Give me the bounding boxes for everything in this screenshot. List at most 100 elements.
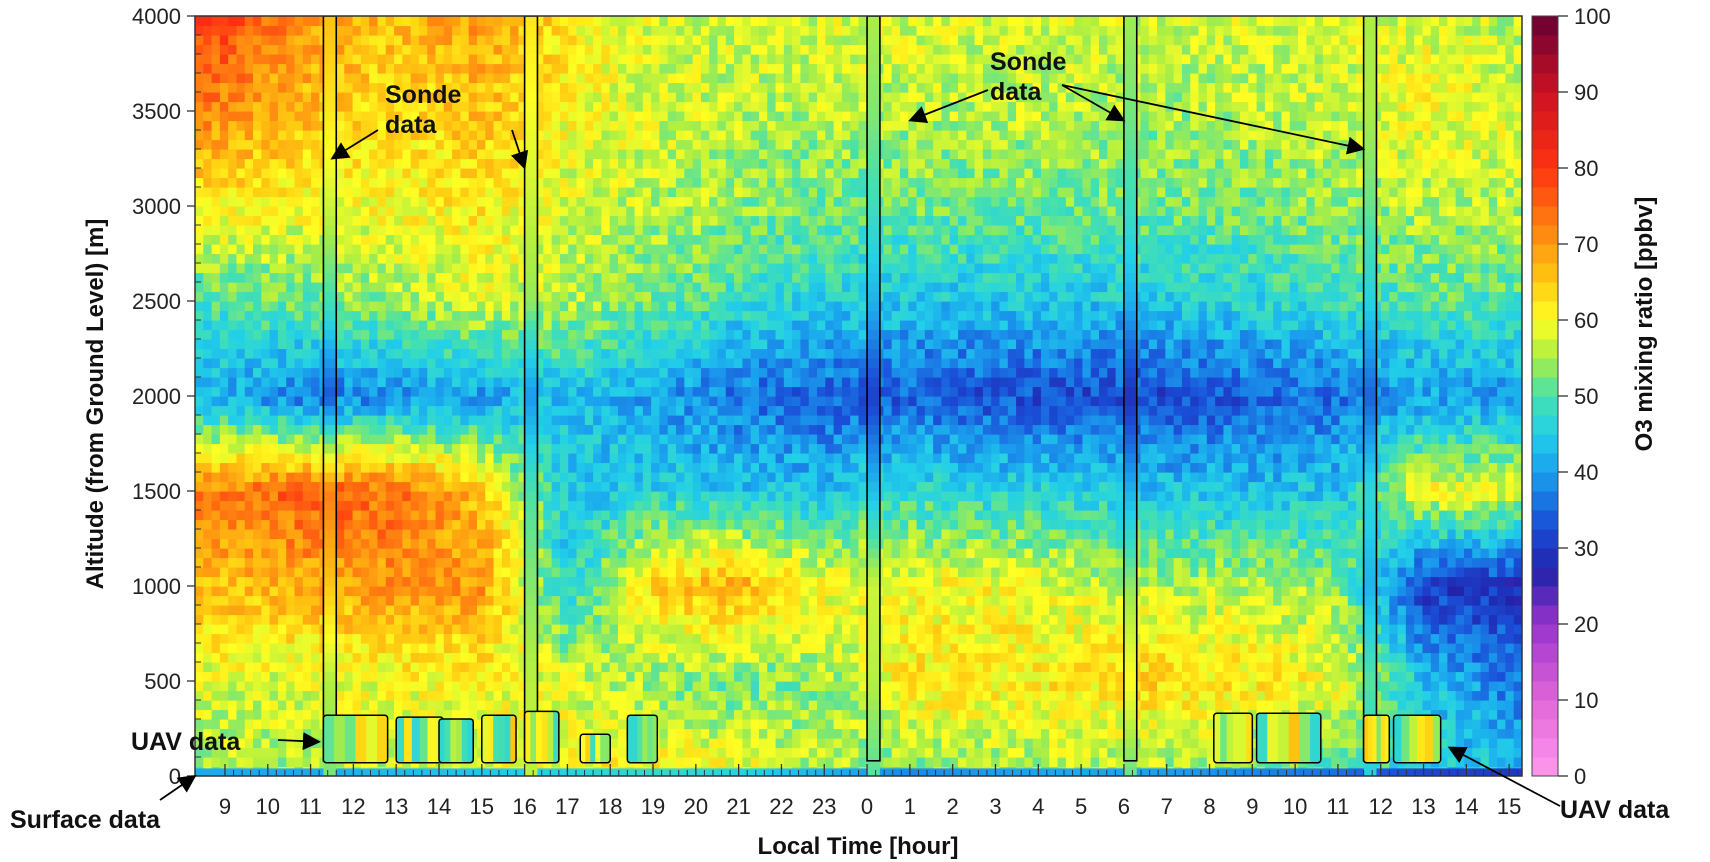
heatmap-cell bbox=[211, 358, 221, 369]
heatmap-cell bbox=[277, 662, 287, 673]
heatmap-cell bbox=[344, 614, 354, 625]
heatmap-cell bbox=[642, 177, 652, 188]
heatmap-cell bbox=[543, 120, 553, 131]
heatmap-cell bbox=[485, 576, 495, 587]
heatmap-cell bbox=[642, 358, 652, 369]
heatmap-cell bbox=[418, 348, 428, 359]
heatmap-cell bbox=[394, 149, 403, 160]
heatmap-cell bbox=[402, 54, 412, 65]
heatmap-cell bbox=[344, 443, 354, 454]
heatmap-cell bbox=[236, 576, 246, 587]
heatmap-cell bbox=[302, 358, 312, 369]
heatmap-cell bbox=[311, 82, 320, 93]
heatmap-cell bbox=[593, 576, 602, 587]
heatmap-cell bbox=[402, 44, 412, 55]
heatmap-cell bbox=[476, 548, 486, 559]
heatmap-cell bbox=[385, 263, 395, 274]
heatmap-cell bbox=[485, 405, 495, 416]
heatmap-cell bbox=[593, 605, 602, 616]
heatmap-cell bbox=[302, 130, 312, 141]
heatmap-cell bbox=[559, 253, 569, 264]
heatmap-cell bbox=[510, 54, 520, 65]
heatmap-cell bbox=[377, 320, 387, 331]
heatmap-cell bbox=[518, 291, 528, 302]
heatmap-cell bbox=[244, 643, 254, 654]
heatmap-cell bbox=[667, 747, 677, 758]
heatmap-cell bbox=[651, 614, 661, 625]
heatmap-cell bbox=[617, 310, 627, 321]
heatmap-cell bbox=[427, 453, 437, 464]
heatmap-cell bbox=[543, 643, 553, 654]
heatmap-cell bbox=[244, 339, 254, 350]
heatmap-cell bbox=[485, 662, 495, 673]
heatmap-cell bbox=[302, 652, 312, 663]
heatmap-cell bbox=[219, 415, 229, 426]
heatmap-cell bbox=[277, 272, 287, 283]
heatmap-cell bbox=[452, 538, 461, 549]
heatmap-cell bbox=[294, 567, 304, 578]
heatmap-cell bbox=[228, 595, 238, 606]
heatmap-cell bbox=[551, 139, 561, 150]
heatmap-cell bbox=[360, 301, 370, 312]
heatmap-cell bbox=[601, 462, 611, 473]
heatmap-cell bbox=[418, 377, 428, 388]
heatmap-cell bbox=[360, 605, 370, 616]
heatmap-cell bbox=[667, 443, 677, 454]
heatmap-cell bbox=[236, 111, 246, 122]
heatmap-cell bbox=[617, 538, 627, 549]
heatmap-cell bbox=[427, 25, 437, 36]
heatmap-cell bbox=[460, 415, 470, 426]
heatmap-cell bbox=[294, 44, 304, 55]
heatmap-cell bbox=[460, 652, 470, 663]
heatmap-cell bbox=[700, 681, 710, 692]
heatmap-cell bbox=[277, 215, 287, 226]
heatmap-cell bbox=[219, 320, 229, 331]
heatmap-cell bbox=[651, 576, 661, 587]
heatmap-cell bbox=[518, 358, 528, 369]
heatmap-cell bbox=[684, 177, 694, 188]
heatmap-cell bbox=[485, 681, 495, 692]
heatmap-cell bbox=[211, 719, 221, 730]
heatmap-cell bbox=[559, 206, 569, 217]
heatmap-cell bbox=[468, 386, 478, 397]
heatmap-cell bbox=[634, 282, 644, 293]
heatmap-cell bbox=[692, 510, 702, 521]
heatmap-cell bbox=[261, 291, 271, 302]
heatmap-cell bbox=[518, 215, 528, 226]
heatmap-cell bbox=[609, 168, 619, 179]
heatmap-cell bbox=[335, 101, 345, 112]
heatmap-cell bbox=[642, 367, 652, 378]
heatmap-cell bbox=[634, 510, 644, 521]
heatmap-cell bbox=[485, 225, 495, 236]
heatmap-cell bbox=[485, 358, 495, 369]
heatmap-cell bbox=[684, 681, 694, 692]
heatmap-cell bbox=[294, 339, 304, 350]
heatmap-cell bbox=[651, 386, 661, 397]
heatmap-cell bbox=[253, 377, 262, 388]
heatmap-cell bbox=[485, 605, 495, 616]
heatmap-cell bbox=[476, 434, 486, 445]
heatmap-cell bbox=[609, 652, 619, 663]
heatmap-cell bbox=[236, 386, 246, 397]
heatmap-cell bbox=[709, 538, 719, 549]
heatmap-cell bbox=[535, 358, 544, 369]
heatmap-cell bbox=[302, 510, 312, 521]
heatmap-cell bbox=[676, 16, 685, 27]
heatmap-cell bbox=[261, 206, 271, 217]
heatmap-cell bbox=[617, 263, 627, 274]
heatmap-cell bbox=[493, 272, 503, 283]
heatmap-cell bbox=[203, 386, 213, 397]
heatmap-cell bbox=[360, 396, 370, 407]
heatmap-cell bbox=[195, 614, 204, 625]
heatmap-cell bbox=[236, 225, 246, 236]
heatmap-cell bbox=[352, 548, 362, 559]
heatmap-cell bbox=[236, 282, 246, 293]
heatmap-cell bbox=[551, 481, 561, 492]
heatmap-cell bbox=[543, 358, 553, 369]
heatmap-cell bbox=[543, 225, 553, 236]
heatmap-cell bbox=[626, 624, 636, 635]
heatmap-cell bbox=[659, 738, 669, 749]
heatmap-cell bbox=[452, 149, 461, 160]
heatmap-cell bbox=[584, 453, 594, 464]
heatmap-cell bbox=[634, 73, 644, 84]
